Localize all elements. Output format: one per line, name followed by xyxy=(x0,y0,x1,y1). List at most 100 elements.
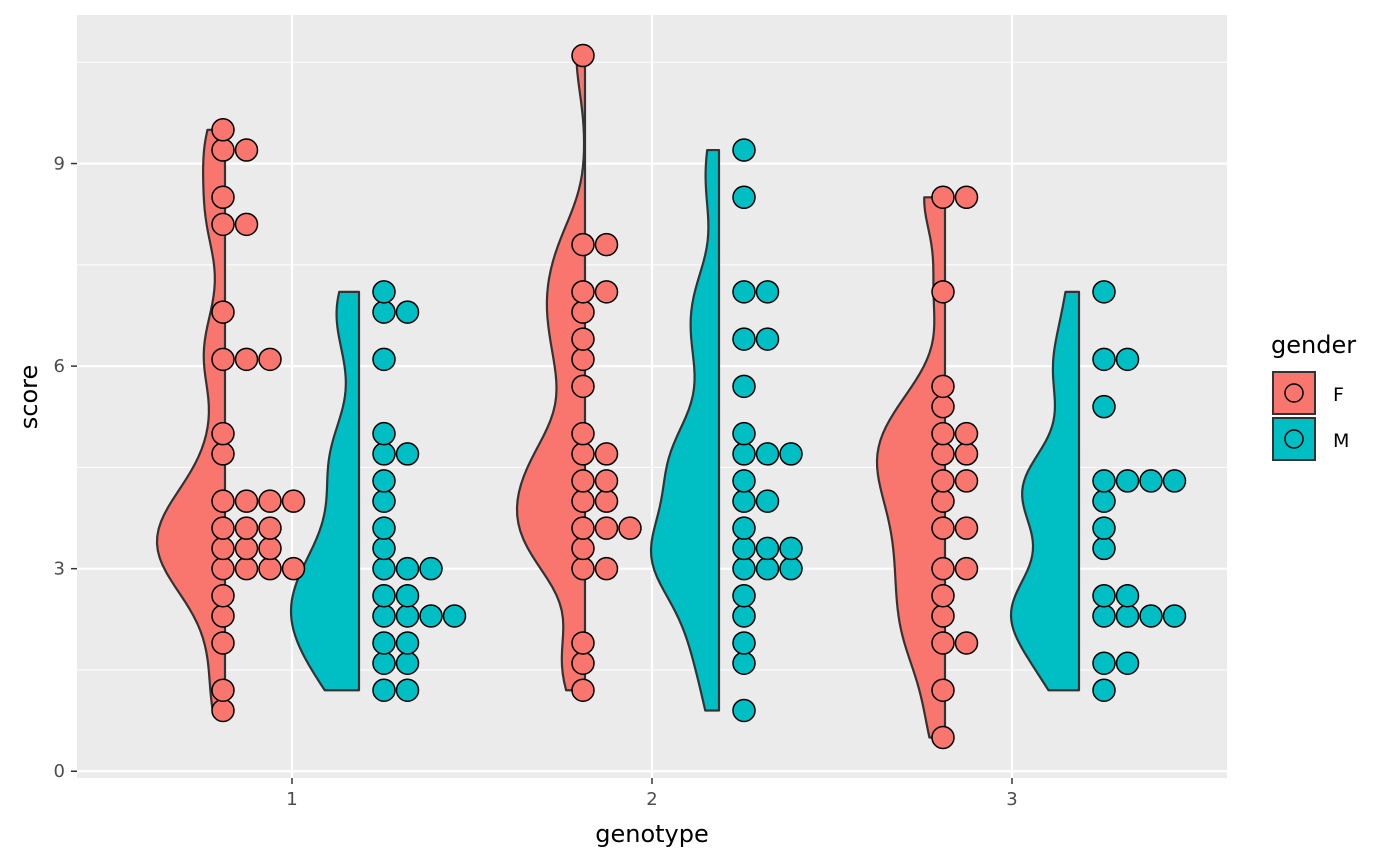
legend-keys: FM xyxy=(1272,371,1349,461)
dot-F-genotype-2 xyxy=(594,516,619,540)
dot-M-genotype-2 xyxy=(755,327,780,351)
legend-dot-M xyxy=(1284,429,1304,449)
dot-M-genotype-3 xyxy=(1092,651,1116,675)
dot-M-genotype-1 xyxy=(372,469,396,493)
dot-M-genotype-3 xyxy=(1162,604,1187,628)
dot-M-genotype-2 xyxy=(732,583,756,608)
dot-F-genotype-1 xyxy=(211,138,235,162)
dot-M-genotype-2 xyxy=(732,489,756,513)
dot-F-genotype-1 xyxy=(211,212,235,237)
dot-M-genotype-3 xyxy=(1092,469,1116,493)
x-tick-label: 1 xyxy=(286,789,297,810)
dot-F-genotype-2 xyxy=(594,556,619,581)
dot-M-genotype-3 xyxy=(1115,347,1140,372)
dot-M-genotype-3 xyxy=(1092,678,1116,702)
dot-F-genotype-3 xyxy=(931,374,955,399)
dot-M-genotype-2 xyxy=(732,631,756,655)
dot-M-genotype-3 xyxy=(1092,280,1116,304)
dot-F-genotype-2 xyxy=(594,442,619,466)
dot-F-genotype-3 xyxy=(954,185,979,210)
dot-F-genotype-1 xyxy=(211,583,235,608)
dot-M-genotype-3 xyxy=(1115,583,1140,608)
dot-F-genotype-2 xyxy=(571,536,595,561)
dot-F-genotype-1 xyxy=(211,421,235,446)
dot-M-genotype-2 xyxy=(732,469,756,493)
dot-M-genotype-2 xyxy=(755,556,780,581)
legend-label-F: F xyxy=(1333,384,1344,406)
dot-M-genotype-3 xyxy=(1092,604,1116,628)
dot-F-genotype-3 xyxy=(931,631,955,655)
dot-M-genotype-2 xyxy=(732,651,756,675)
dot-F-genotype-2 xyxy=(571,421,595,446)
dot-F-genotype-2 xyxy=(571,232,595,257)
dot-F-genotype-1 xyxy=(258,516,282,540)
dot-M-genotype-3 xyxy=(1092,489,1116,513)
dot-M-genotype-3 xyxy=(1092,583,1116,608)
legend: gender FM xyxy=(1271,331,1356,461)
dot-F-genotype-2 xyxy=(571,469,595,493)
dot-F-genotype-1 xyxy=(258,536,282,561)
dot-F-genotype-3 xyxy=(954,442,979,466)
dot-M-genotype-2 xyxy=(732,698,756,723)
dot-M-genotype-2 xyxy=(732,280,756,304)
violin-F-genotype-2 xyxy=(515,54,587,692)
dot-F-genotype-2 xyxy=(571,678,595,702)
dot-F-genotype-3 xyxy=(931,725,955,750)
dot-M-genotype-2 xyxy=(755,489,780,513)
dot-M-genotype-2 xyxy=(779,536,803,561)
dot-F-genotype-2 xyxy=(571,327,595,351)
dot-M-genotype-2 xyxy=(732,421,756,446)
dot-M-genotype-1 xyxy=(419,604,443,628)
dot-F-genotype-3 xyxy=(954,516,979,540)
dot-F-genotype-1 xyxy=(211,536,235,561)
dot-M-genotype-3 xyxy=(1092,516,1116,540)
dot-F-genotype-2 xyxy=(594,489,619,513)
dot-F-genotype-3 xyxy=(931,469,955,493)
dot-M-genotype-2 xyxy=(732,138,756,162)
dot-M-genotype-1 xyxy=(395,442,420,466)
violin-F-genotype-1 xyxy=(155,128,227,712)
dot-F-genotype-2 xyxy=(571,556,595,581)
dot-M-genotype-1 xyxy=(395,678,420,702)
dot-M-genotype-3 xyxy=(1092,394,1116,419)
dot-M-genotype-1 xyxy=(372,536,396,561)
dot-F-genotype-1 xyxy=(234,536,259,561)
dot-F-genotype-3 xyxy=(931,583,955,608)
dot-F-genotype-3 xyxy=(954,631,979,655)
y-tick-label: 6 xyxy=(54,356,65,377)
x-axis-title: genotype xyxy=(595,820,709,848)
dot-M-genotype-1 xyxy=(372,421,396,446)
dot-M-genotype-1 xyxy=(395,556,420,581)
dot-F-genotype-2 xyxy=(618,516,642,540)
legend-dot-F xyxy=(1284,383,1304,403)
dot-M-genotype-1 xyxy=(395,604,420,628)
y-tick-label: 3 xyxy=(54,559,65,580)
legend-title: gender xyxy=(1271,331,1356,359)
dot-M-genotype-1 xyxy=(395,651,420,675)
dot-F-genotype-3 xyxy=(954,469,979,493)
dot-F-genotype-3 xyxy=(954,421,979,446)
dot-F-genotype-3 xyxy=(931,678,955,702)
dot-F-genotype-1 xyxy=(281,489,306,513)
dot-F-genotype-2 xyxy=(571,651,595,675)
dot-F-genotype-1 xyxy=(211,698,235,723)
dot-F-genotype-2 xyxy=(571,374,595,399)
dot-F-genotype-2 xyxy=(571,516,595,540)
dot-M-genotype-1 xyxy=(372,489,396,513)
dot-F-genotype-1 xyxy=(258,556,282,581)
dot-M-genotype-1 xyxy=(372,300,396,324)
dot-M-genotype-1 xyxy=(372,556,396,581)
dot-M-genotype-1 xyxy=(395,583,420,608)
dot-F-genotype-1 xyxy=(211,678,235,702)
dot-F-genotype-1 xyxy=(211,489,235,513)
dot-M-genotype-2 xyxy=(755,536,780,561)
dot-M-genotype-2 xyxy=(732,442,756,466)
dot-F-genotype-1 xyxy=(211,118,235,142)
dot-F-genotype-2 xyxy=(571,489,595,513)
dot-F-genotype-1 xyxy=(211,442,235,466)
dots xyxy=(211,43,1187,750)
x-tick-label: 2 xyxy=(646,789,657,810)
dot-M-genotype-3 xyxy=(1115,469,1140,493)
dot-M-genotype-3 xyxy=(1115,651,1140,675)
dot-F-genotype-1 xyxy=(211,631,235,655)
